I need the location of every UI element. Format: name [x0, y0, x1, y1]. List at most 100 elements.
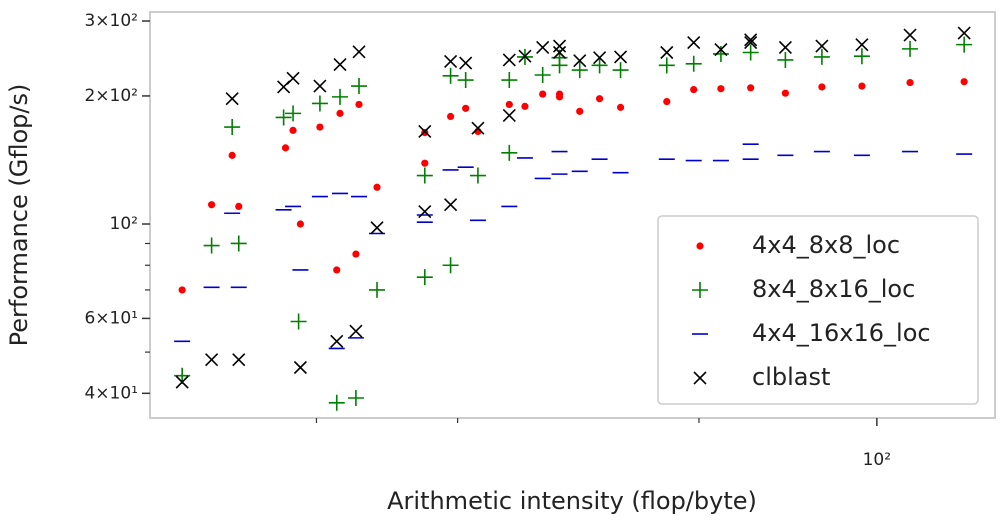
point — [416, 269, 433, 286]
point — [612, 62, 629, 79]
series — [178, 78, 968, 294]
point — [224, 119, 241, 136]
point — [333, 266, 341, 274]
legend-label: 4x4_16x16_loc — [752, 319, 931, 347]
point — [370, 221, 384, 235]
point — [690, 85, 698, 94]
point — [818, 83, 826, 91]
point — [521, 102, 529, 110]
point — [373, 183, 381, 191]
point — [332, 88, 349, 105]
point — [355, 100, 363, 109]
point — [658, 57, 675, 74]
point — [289, 126, 297, 134]
point — [352, 250, 360, 258]
point — [813, 48, 830, 65]
point — [956, 36, 973, 53]
point — [593, 51, 607, 65]
point — [903, 28, 917, 42]
point — [613, 50, 628, 64]
y-tick-label: 2×10² — [84, 86, 138, 106]
point — [717, 85, 725, 93]
point — [501, 144, 518, 161]
x-tick-label: 10² — [863, 450, 891, 470]
legend-label: clblast — [752, 363, 830, 391]
point — [576, 107, 584, 115]
point — [457, 72, 474, 89]
legend-marker — [692, 282, 708, 298]
legend-marker — [696, 242, 704, 250]
point — [595, 95, 604, 103]
point — [418, 204, 432, 219]
point — [205, 353, 219, 367]
point — [660, 45, 674, 60]
point — [459, 56, 473, 70]
y-tick-label: 10² — [110, 214, 138, 234]
y-tick-label: 4×10¹ — [84, 383, 138, 403]
point — [442, 257, 459, 274]
point — [352, 45, 366, 59]
point — [663, 97, 671, 106]
point — [446, 112, 455, 121]
x-axis-label: Arithmetic intensity (flop/byte) — [387, 487, 757, 515]
point — [712, 45, 729, 62]
point — [552, 39, 567, 53]
point — [747, 84, 755, 92]
point — [369, 281, 386, 298]
point — [906, 78, 914, 87]
plot-frame — [149, 11, 996, 419]
point — [778, 40, 792, 55]
legend: 4x4_8x8_loc 8x4_8x16_loc 4x4_16x16_locclbl… — [657, 215, 979, 405]
point — [311, 95, 328, 112]
point — [235, 202, 243, 211]
point — [444, 198, 458, 212]
point — [777, 51, 794, 68]
point — [714, 43, 728, 57]
point — [518, 49, 532, 63]
point — [960, 78, 968, 86]
point — [744, 35, 758, 50]
point — [286, 71, 300, 85]
point — [685, 55, 702, 72]
point — [687, 35, 701, 50]
legend-label: 8x4_8x16_loc — [752, 275, 915, 303]
legend-label: 4x4_8x8_loc — [752, 231, 900, 259]
point — [957, 26, 971, 40]
point — [225, 92, 239, 106]
point — [416, 167, 433, 184]
point — [815, 39, 829, 53]
point — [230, 235, 247, 252]
point — [316, 123, 324, 131]
point — [781, 89, 789, 97]
y-tick-label: 6×10¹ — [84, 308, 138, 328]
series — [175, 26, 971, 389]
point — [421, 159, 429, 167]
point — [502, 53, 516, 67]
point — [855, 38, 869, 52]
point — [539, 90, 547, 98]
point — [293, 360, 307, 375]
point — [902, 40, 919, 57]
point — [501, 72, 518, 89]
point — [744, 33, 758, 47]
point — [534, 66, 551, 83]
point — [330, 334, 344, 348]
point — [281, 144, 290, 152]
point — [275, 109, 292, 126]
point — [573, 54, 587, 68]
y-axis-label: Performance (Gflop/s) — [5, 84, 33, 347]
point — [336, 109, 344, 117]
point — [351, 78, 368, 95]
point — [175, 375, 189, 389]
point — [296, 220, 305, 228]
point — [616, 103, 625, 111]
point — [571, 62, 588, 79]
legend-box — [657, 215, 979, 405]
point — [285, 105, 302, 122]
point — [208, 201, 216, 209]
point — [203, 237, 220, 254]
point — [290, 313, 307, 330]
point — [591, 57, 608, 74]
